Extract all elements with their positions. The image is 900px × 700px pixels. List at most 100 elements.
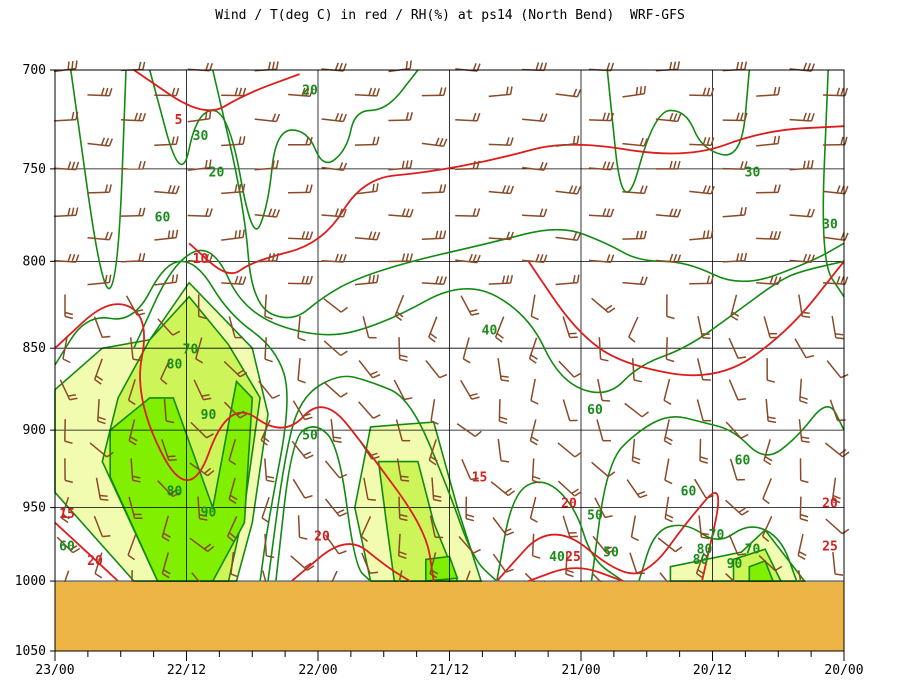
wind-barb [822, 87, 849, 97]
wind-barb [722, 61, 748, 72]
wind-barb [455, 208, 481, 217]
wind-barb [832, 552, 844, 577]
wind-barb [756, 275, 782, 286]
wind-barb [323, 340, 348, 357]
wind-barb [664, 458, 673, 485]
wind-barb [187, 110, 212, 123]
wind-barb [594, 497, 613, 519]
x-tick-label: 22/12 [167, 663, 206, 678]
wind-barb [421, 87, 447, 97]
wind-barb [154, 185, 180, 195]
wind-barb [120, 112, 147, 122]
wind-barb [655, 61, 681, 72]
wind-barb [421, 275, 448, 285]
wind-barb [254, 61, 279, 72]
wind-barb [597, 378, 611, 402]
wind-barb [228, 316, 243, 339]
wind-barb [765, 399, 777, 424]
wind-barb [297, 315, 306, 342]
wind-barb [455, 112, 481, 122]
wind-barb [728, 534, 747, 556]
wind-barb [555, 274, 580, 286]
rh-contour-label: 60 [587, 403, 603, 418]
wind-barb [363, 477, 376, 501]
rh-contour-30 [212, 69, 845, 319]
temperature-contour-label: 20 [561, 497, 577, 512]
wind-barb [562, 399, 578, 422]
wind-barb [221, 229, 245, 241]
wind-barb [95, 477, 109, 501]
wind-barb [388, 160, 413, 171]
wind-barb [798, 294, 811, 318]
wind-barb [666, 294, 675, 320]
wind-barb [655, 208, 682, 218]
wind-barb [497, 358, 510, 382]
wind-barb [588, 254, 615, 264]
wind-barb [53, 161, 80, 171]
wind-barb [290, 555, 315, 571]
wind-barb [655, 253, 682, 263]
wind-barb [761, 515, 773, 542]
wind-barb [665, 337, 675, 363]
wind-barb [762, 478, 772, 505]
temperature-contour-label: 20 [822, 497, 838, 512]
wind-barb [562, 515, 578, 538]
wind-barb [722, 112, 748, 122]
wind-barb [254, 160, 279, 171]
wind-barb [264, 337, 273, 363]
wind-barb [157, 480, 181, 498]
wind-barb [689, 87, 715, 97]
wind-barb [689, 185, 715, 195]
wind-barb [528, 337, 538, 364]
rh-contour-label: 60 [681, 484, 697, 499]
wind-barb [522, 208, 548, 218]
wind-barb [325, 535, 347, 555]
wind-barb [128, 419, 138, 446]
wind-barb [120, 161, 146, 170]
wind-barb [157, 318, 181, 336]
x-tick-label: 22/00 [298, 663, 337, 678]
wind-barb [696, 358, 711, 381]
wind-barb [529, 496, 538, 523]
wind-barb [64, 294, 73, 320]
wind-barb [431, 477, 442, 502]
wind-barb [488, 231, 514, 241]
wind-barb [663, 378, 672, 405]
wind-barb [330, 419, 342, 443]
wind-barb [321, 112, 347, 123]
wind-barb [87, 87, 113, 97]
wind-barb [362, 316, 377, 339]
rh-contour-label: 50 [302, 429, 318, 444]
wind-barb [421, 184, 447, 194]
rh-contour-30 [822, 69, 845, 298]
wind-barb [522, 253, 548, 263]
wind-barb [93, 358, 104, 385]
wind-barb [823, 185, 849, 195]
temperature-contour-10 [527, 260, 845, 377]
temperature-contour-label: 25 [565, 550, 581, 565]
wind-barb [287, 275, 313, 285]
wind-barb [622, 230, 647, 240]
wind-barb [630, 515, 640, 542]
wind-barb [522, 161, 548, 171]
temperature-contour-label: 10 [193, 252, 209, 267]
wind-barb [789, 208, 815, 218]
wind-barb [94, 552, 103, 579]
wind-barb [292, 400, 313, 421]
wind-barb [693, 478, 714, 499]
wind-barb [766, 358, 776, 383]
wind-barb [730, 294, 740, 321]
rh-contour-label: 80 [167, 484, 183, 499]
wind-barb [655, 112, 682, 123]
wind-barb [460, 295, 480, 316]
wind-barb [458, 536, 481, 554]
wind-barb [555, 135, 580, 147]
wind-barb [425, 360, 448, 379]
wind-barb [697, 316, 711, 339]
wind-barb [728, 379, 747, 401]
wind-barb [221, 275, 247, 285]
wind-barb [831, 477, 841, 504]
wind-barb [395, 419, 411, 442]
wind-barb [321, 253, 347, 263]
wind-barb [394, 294, 405, 321]
